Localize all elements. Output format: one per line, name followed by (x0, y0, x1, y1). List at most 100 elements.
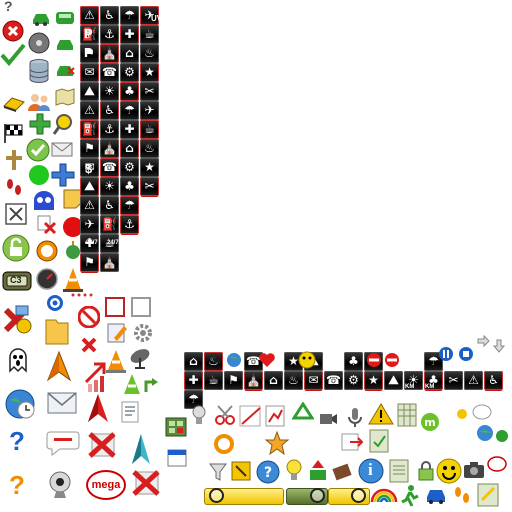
plus-blue-icon[interactable] (50, 162, 76, 188)
funnel-icon[interactable] (208, 462, 228, 482)
map-tile-3-1-symbol-icon: ☎ (102, 65, 117, 79)
zoom-bar-yellow[interactable] (204, 488, 284, 505)
question-small-icon: ? (4, 0, 13, 14)
square-empty-icon-2[interactable] (130, 296, 152, 318)
close-box-icon[interactable] (4, 202, 28, 226)
hours-label-1: 24/7 (86, 240, 98, 246)
map-tile-4-0: ⛰ (80, 82, 99, 101)
envelope-icon[interactable] (46, 390, 78, 416)
map-tile-0-2-symbol-icon: ☂ (124, 8, 135, 22)
strip-tile-2-0-symbol-icon: ☂ (188, 392, 199, 406)
strip-tile-0-8: ♣ (344, 352, 363, 371)
map-tile-9-0-symbol-icon: ⛰ (84, 179, 95, 193)
map-tile-3-0: ✉ (80, 63, 99, 82)
bar-chart-icon (86, 374, 106, 392)
map-tile-11-0: ✈ (80, 215, 99, 234)
north-arrow-icon (46, 350, 72, 382)
map-tile-9-3: ✂ (140, 177, 159, 196)
plus-green-icon[interactable] (28, 112, 52, 136)
strip-tile-1-12-symbol-icon: ♣ (428, 373, 439, 387)
question-orange-icon: ? (9, 470, 25, 500)
zoom-in-icon[interactable] (310, 488, 325, 503)
map-tile-7-1-symbol-icon: ⛪ (102, 141, 117, 155)
map-tile-8-2: ⚙ (120, 158, 139, 177)
cancel-icon[interactable] (2, 20, 24, 42)
orange-ring-icon (212, 432, 236, 456)
eraser-icon[interactable] (2, 96, 26, 112)
map-tile-1-2-symbol-icon: ✚ (124, 27, 135, 41)
strip-tile-1-1: ☕ (204, 371, 223, 390)
help-icon[interactable]: ? (256, 460, 280, 484)
calculator-icon (164, 416, 188, 438)
map-tile-7-2-symbol-icon: ⌂ (125, 141, 134, 155)
red-x-cards-icon[interactable] (36, 214, 58, 236)
magnifier-icon[interactable] (52, 112, 76, 136)
upload-icon[interactable] (306, 458, 330, 482)
zoom-in-icon-2[interactable] (351, 488, 366, 503)
strip-tile-1-4-symbol-icon: ⌂ (269, 373, 278, 387)
hours-label-2: 24/7 (107, 240, 119, 246)
map-tile-2-3-symbol-icon: ♨ (144, 46, 155, 60)
map-tile-11-2-symbol-icon: ⚓ (124, 217, 135, 231)
map-tile-4-2: ♣ (120, 82, 139, 101)
red-x-icon[interactable] (80, 336, 98, 354)
speech-bubble-icon (46, 430, 80, 456)
strip-tile-1-11-symbol-icon: ☀ (408, 373, 419, 387)
map-tile-4-1-symbol-icon: ☀ (104, 84, 115, 98)
satellite-icon (128, 346, 152, 370)
lock-green-icon[interactable] (416, 460, 436, 482)
map-tile-10-2-symbol-icon: ☂ (124, 198, 135, 212)
strip-tile-1-1-symbol-icon: ☕ (208, 373, 219, 387)
map-tile-10-1: ♿ (100, 196, 119, 215)
edit-icon[interactable] (106, 322, 128, 344)
zoom-out-icon[interactable] (209, 488, 224, 503)
map-tile-12-1-symbol-icon: ☕ (104, 236, 115, 250)
strip-tile-0-5-symbol-icon: ★ (288, 354, 299, 368)
unlock-icon[interactable] (2, 234, 30, 262)
map-tile-13-0: ⚑ (80, 253, 99, 272)
lightbulb-icon (284, 458, 304, 484)
shapes-icon (2, 304, 32, 334)
green-dot-icon (494, 428, 510, 444)
map-tile-3-3: ★ (140, 63, 159, 82)
star-icon[interactable] (264, 430, 290, 456)
map-tile-2-1: ⛪ (100, 44, 119, 63)
map-tile-4-3-symbol-icon: ✂ (144, 84, 155, 98)
map-tile-1-1: ⚓ (100, 25, 119, 44)
map-tile-6-3: ☕ (140, 120, 159, 139)
wikipedia-logo: W (212, 355, 223, 367)
settings-icon[interactable] (132, 322, 154, 344)
map-tile-6-1: ⚓ (100, 120, 119, 139)
folder-icon[interactable] (44, 316, 70, 346)
delete-x-icon[interactable] (86, 430, 122, 460)
stars-small-icon (70, 290, 94, 300)
strip-tile-0-12: ☂ (424, 352, 443, 371)
strip-tile-1-8: ⚙ (344, 371, 363, 390)
stop-blue-icon[interactable] (458, 346, 474, 362)
map-tile-5-3-symbol-icon: ✈ (144, 103, 155, 117)
arrow-up-right-icon (142, 376, 160, 394)
strip-tile-1-9-symbol-icon: ★ (368, 373, 379, 387)
arrow-down-gray-icon[interactable] (492, 338, 506, 354)
pause-icon[interactable] (438, 346, 454, 362)
stop-icon[interactable] (78, 306, 100, 328)
map-tile-5-0: ⚠ (80, 101, 99, 120)
draw-line-icon[interactable] (238, 404, 264, 428)
notepad-icon (476, 482, 500, 508)
map-tile-0-3: ✈ (140, 6, 159, 25)
scissors-icon[interactable] (214, 404, 236, 426)
strip-tile-1-6-symbol-icon: ✉ (308, 373, 319, 387)
dollar-label: $ (85, 161, 93, 176)
red-circle-icon (62, 216, 84, 238)
km-label-1: KM (405, 384, 415, 390)
map-tile-10-0-symbol-icon: ⚠ (84, 198, 95, 212)
map-tile-11-2: ⚓ (120, 215, 139, 234)
map-tile-3-3-symbol-icon: ★ (144, 65, 155, 79)
map-tile-5-1-symbol-icon: ♿ (104, 103, 115, 117)
arrow-right-gray-icon[interactable] (476, 334, 490, 348)
delete-x-2-icon[interactable] (128, 468, 164, 498)
square-empty-icon-1[interactable] (104, 296, 126, 318)
strip-tile-0-3-symbol-icon: ☎ (246, 354, 261, 368)
info-icon[interactable] (358, 458, 384, 484)
camera-icon[interactable] (462, 460, 486, 480)
